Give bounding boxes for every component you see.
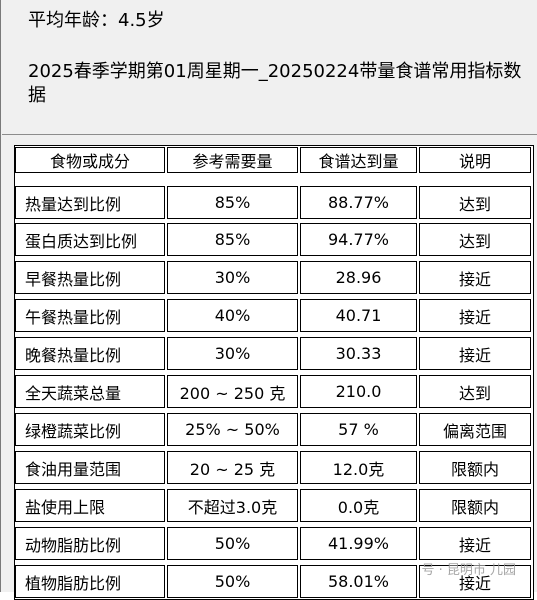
average-age-label: 平均年龄：4.5岁 bbox=[28, 10, 165, 31]
column-header-actual: 食谱达到量 bbox=[300, 147, 417, 173]
cell-item: 食油用量范围 bbox=[15, 451, 165, 484]
cell-note: 接近 bbox=[419, 337, 531, 370]
cell-item: 早餐热量比例 bbox=[15, 261, 165, 294]
cell-item: 晚餐热量比例 bbox=[15, 337, 165, 370]
cell-reference: 20 ~ 25 克 bbox=[167, 451, 298, 484]
indicator-table: 食物或成分 参考需要量 食谱达到量 说明 热量达到比例 85% 88.77% 达… bbox=[14, 145, 534, 600]
table-row: 动物脂肪比例 50% 41.99% 接近 bbox=[15, 527, 533, 560]
cell-actual: 58.01% bbox=[300, 565, 417, 598]
table-row: 早餐热量比例 30% 28.96 接近 bbox=[15, 261, 533, 294]
cell-item: 热量达到比例 bbox=[15, 186, 165, 219]
table-row: 蛋白质达到比例 85% 94.77% 达到 bbox=[15, 223, 533, 256]
cell-item: 蛋白质达到比例 bbox=[15, 223, 165, 256]
watermark-text: 号 · 昆明市 儿园 bbox=[421, 563, 516, 578]
table-row: 绿橙蔬菜比例 25% ~ 50% 57 % 偏离范围 bbox=[15, 413, 533, 446]
cell-reference: 30% bbox=[167, 337, 298, 370]
cell-item: 绿橙蔬菜比例 bbox=[15, 413, 165, 446]
cell-reference: 200 ~ 250 克 bbox=[167, 375, 298, 408]
report-header: 平均年龄：4.5岁 2025春季学期第01周星期一_20250224带量食谱常用… bbox=[2, 0, 537, 135]
column-header-item: 食物或成分 bbox=[15, 147, 165, 173]
cell-item: 全天蔬菜总量 bbox=[15, 375, 165, 408]
cell-reference: 不超过3.0克 bbox=[167, 489, 298, 522]
cell-note: 达到 bbox=[419, 223, 531, 256]
cell-actual: 0.0克 bbox=[300, 489, 417, 522]
cell-reference: 85% bbox=[167, 186, 298, 219]
cell-actual: 88.77% bbox=[300, 186, 417, 219]
indicator-panel: 食物或成分 参考需要量 食谱达到量 说明 热量达到比例 85% 88.77% 达… bbox=[2, 135, 537, 600]
table-row: 盐使用上限 不超过3.0克 0.0克 限额内 bbox=[15, 489, 533, 522]
cell-note: 达到 bbox=[419, 375, 531, 408]
cell-reference: 40% bbox=[167, 299, 298, 332]
cell-item: 动物脂肪比例 bbox=[15, 527, 165, 560]
cell-reference: 50% bbox=[167, 565, 298, 598]
cell-actual: 41.99% bbox=[300, 527, 417, 560]
cell-reference: 85% bbox=[167, 223, 298, 256]
cell-actual: 28.96 bbox=[300, 261, 417, 294]
cell-actual: 30.33 bbox=[300, 337, 417, 370]
cell-note: 接近 bbox=[419, 299, 531, 332]
cell-reference: 30% bbox=[167, 261, 298, 294]
column-header-note: 说明 bbox=[419, 147, 531, 173]
cell-actual: 57 % bbox=[300, 413, 417, 446]
cell-actual: 210.0 bbox=[300, 375, 417, 408]
column-header-reference: 参考需要量 bbox=[167, 147, 298, 173]
cell-note: 接近 bbox=[419, 527, 531, 560]
cell-note: 偏离范围 bbox=[419, 413, 531, 446]
table-row: 热量达到比例 85% 88.77% 达到 bbox=[15, 186, 533, 219]
cell-actual: 12.0克 bbox=[300, 451, 417, 484]
table-row: 全天蔬菜总量 200 ~ 250 克 210.0 达到 bbox=[15, 375, 533, 408]
report-title: 2025春季学期第01周星期一_20250224带量食谱常用指标数据 bbox=[28, 61, 522, 106]
table-row: 晚餐热量比例 30% 30.33 接近 bbox=[15, 337, 533, 370]
table-header-row: 食物或成分 参考需要量 食谱达到量 说明 bbox=[15, 147, 533, 173]
cell-note: 达到 bbox=[419, 186, 531, 219]
cell-item: 盐使用上限 bbox=[15, 489, 165, 522]
cell-note: 限额内 bbox=[419, 489, 531, 522]
cell-reference: 25% ~ 50% bbox=[167, 413, 298, 446]
table-row: 食油用量范围 20 ~ 25 克 12.0克 限额内 bbox=[15, 451, 533, 484]
cell-note: 接近 bbox=[419, 261, 531, 294]
cell-item: 午餐热量比例 bbox=[15, 299, 165, 332]
table-row: 午餐热量比例 40% 40.71 接近 bbox=[15, 299, 533, 332]
cell-actual: 94.77% bbox=[300, 223, 417, 256]
cell-item: 植物脂肪比例 bbox=[15, 565, 165, 598]
cell-reference: 50% bbox=[167, 527, 298, 560]
cell-note: 限额内 bbox=[419, 451, 531, 484]
cell-actual: 40.71 bbox=[300, 299, 417, 332]
